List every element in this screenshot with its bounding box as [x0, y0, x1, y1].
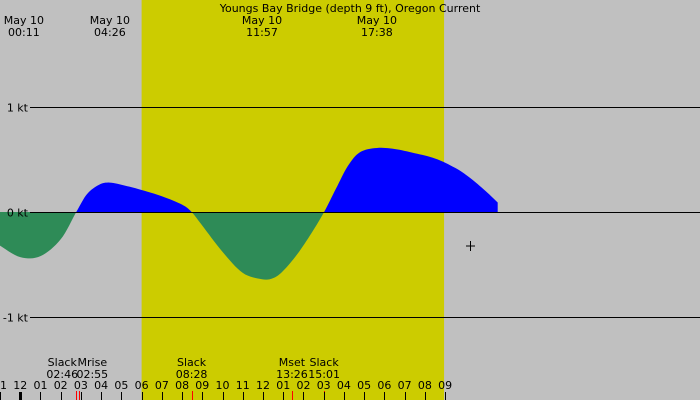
y-tick-label: 1 kt	[7, 102, 29, 115]
event-time: 08:28	[176, 368, 208, 381]
hour-axis: 11 12 01 02 03 04 05 06 07 08 09 10 11 12 01 02 03 04 05 06…	[0, 379, 452, 400]
y-tick-label: 0 kt	[7, 207, 29, 220]
hour-tick-label: 03	[317, 379, 331, 392]
hour-tick-label: 12	[13, 379, 27, 392]
hour-tick-label: 07	[155, 379, 169, 392]
hour-tick-label: 10	[216, 379, 230, 392]
event-labels: Slack02:46Mrise02:55Slack08:28Mset13:26S…	[46, 356, 340, 381]
event-label: Slack	[48, 356, 78, 369]
ebb-current-area	[0, 212, 77, 259]
y-tick-label: -1 kt	[3, 312, 29, 325]
top-time-label: 04:26	[94, 26, 126, 39]
hour-tick-label: 08	[175, 379, 189, 392]
top-time-label: 11:57	[246, 26, 278, 39]
hour-tick-label: 06	[377, 379, 391, 392]
top-date-label: May 10	[4, 14, 44, 27]
hour-tick-label: 09	[438, 379, 452, 392]
hour-tick-label: 11	[0, 379, 7, 392]
top-time-label: 00:11	[8, 26, 40, 39]
event-label: Slack	[310, 356, 340, 369]
top-date-label: May 10	[90, 14, 130, 27]
hour-tick-label: 01	[276, 379, 290, 392]
event-time: 15:01	[308, 368, 340, 381]
y-axis-labels: 1 kt 0 kt -1 kt	[3, 102, 29, 325]
hour-tick-label: 07	[398, 379, 412, 392]
hour-tick-label: 02	[296, 379, 310, 392]
flood-current-area	[76, 182, 192, 212]
hour-tick-label: 01	[33, 379, 47, 392]
top-date-label: May 10	[357, 14, 397, 27]
flood-current-area	[324, 147, 498, 212]
hour-tick-label: 03	[74, 379, 88, 392]
chart-title: Youngs Bay Bridge (depth 9 ft), Oregon C…	[219, 2, 481, 15]
hour-tick-label: 04	[94, 379, 108, 392]
top-date-label: May 10	[242, 14, 282, 27]
crosshair-cursor	[466, 241, 475, 251]
event-label: Slack	[177, 356, 207, 369]
hour-tick-label: 02	[54, 379, 68, 392]
event-label: Mset	[279, 356, 306, 369]
ebb-current-area	[191, 212, 325, 280]
top-time-label: 17:38	[361, 26, 393, 39]
hour-tick-label: 05	[114, 379, 128, 392]
current-areas	[0, 147, 498, 280]
hour-tick-label: 06	[135, 379, 149, 392]
event-time: 02:46	[46, 368, 78, 381]
gridlines	[30, 107, 700, 318]
event-label: Mrise	[78, 356, 108, 369]
hour-tick-label: 09	[195, 379, 209, 392]
hour-tick-label: 08	[418, 379, 432, 392]
hour-tick-label: 04	[337, 379, 351, 392]
event-time: 13:26	[276, 368, 308, 381]
hour-tick-label: 05	[357, 379, 371, 392]
event-time: 02:55	[76, 368, 108, 381]
hour-tick-label: 11	[236, 379, 250, 392]
hour-tick-label: 12	[256, 379, 270, 392]
